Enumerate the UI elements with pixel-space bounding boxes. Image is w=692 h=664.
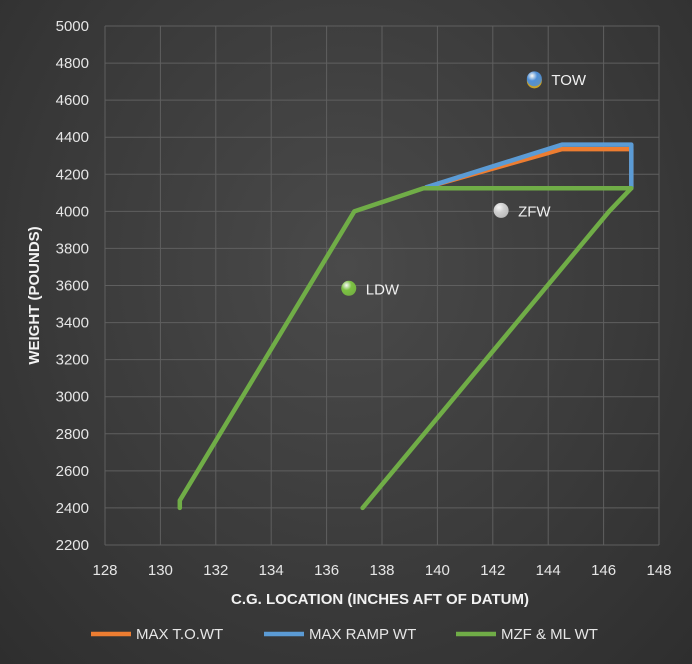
legend-label: MZF & ML WT [501,626,598,643]
x-tick-label: 136 [314,562,339,579]
y-tick-label: 4800 [56,55,89,72]
x-axis-title: C.G. LOCATION (INCHES AFT OF DATUM) [231,591,529,608]
legend-label: MAX T.O.WT [136,626,223,643]
y-tick-label: 2600 [56,463,89,480]
y-tick-label: 4200 [56,166,89,183]
data-point [526,71,542,87]
y-tick-label: 4000 [56,203,89,220]
y-tick-label: 4600 [56,92,89,109]
y-tick-label: 2400 [56,500,89,517]
x-tick-label: 138 [369,562,394,579]
data-point [341,280,357,296]
y-tick-label: 5000 [56,18,89,35]
x-tick-label: 134 [259,562,284,579]
x-tick-label: 144 [536,562,561,579]
y-tick-label: 3200 [56,352,89,369]
x-tick-label: 130 [148,562,173,579]
data-point-label: ZFW [518,203,551,220]
x-tick-label: 128 [92,562,117,579]
y-tick-label: 3400 [56,315,89,332]
legend-label: MAX RAMP WT [309,626,416,643]
data-point-label: LDW [366,281,400,298]
data-point-label: TOW [551,72,587,89]
x-tick-label: 140 [425,562,450,579]
y-tick-label: 3600 [56,278,89,295]
series-line [177,185,634,511]
x-tick-label: 132 [203,562,228,579]
y-tick-label: 4400 [56,129,89,146]
x-tick-label: 148 [646,562,671,579]
y-axis-title: WEIGHT (POUNDS) [26,226,43,364]
y-tick-label: 3000 [56,389,89,406]
series-line [424,142,634,191]
y-tick-label: 3800 [56,240,89,257]
y-tick-label: 2200 [56,537,89,554]
x-tick-label: 142 [480,562,505,579]
data-point [493,202,509,218]
x-tick-label: 146 [591,562,616,579]
y-tick-label: 2800 [56,426,89,443]
